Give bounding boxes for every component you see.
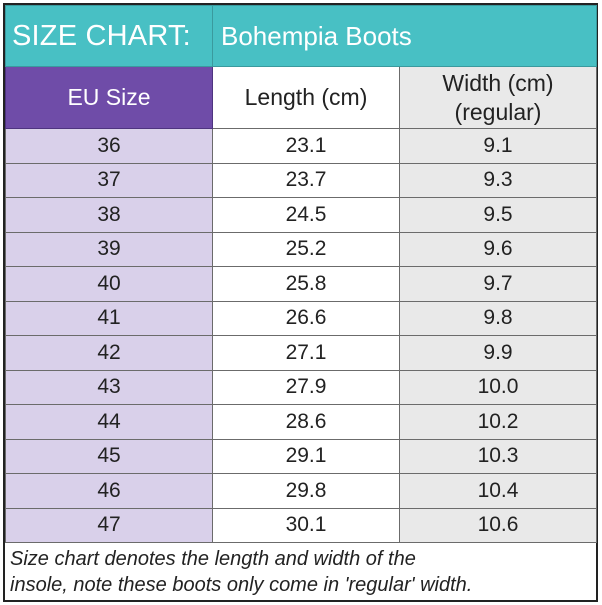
cell-eu-size: 38 [5, 197, 213, 233]
cell-width: 10.2 [398, 404, 598, 440]
cell-length: 30.1 [212, 507, 400, 543]
header-width: Width (cm) (regular) [398, 66, 598, 129]
table-row: 42 27.1 9.9 [5, 335, 598, 371]
cell-width: 9.3 [398, 162, 598, 198]
cell-length: 25.8 [212, 266, 400, 302]
size-chart: SIZE CHART: Bohempia Boots EU Size Lengt… [3, 3, 598, 602]
cell-eu-size: 42 [5, 335, 213, 371]
cell-length: 27.1 [212, 335, 400, 371]
table-row: 44 28.6 10.2 [5, 404, 598, 440]
cell-length: 23.7 [212, 162, 400, 198]
chart-title: SIZE CHART: [5, 5, 213, 67]
header-length: Length (cm) [212, 66, 400, 129]
cell-length: 25.2 [212, 231, 400, 267]
table-row: 45 29.1 10.3 [5, 438, 598, 474]
header-eu-size: EU Size [5, 66, 213, 129]
cell-width: 9.8 [398, 300, 598, 336]
table-row: 36 23.1 9.1 [5, 128, 598, 164]
cell-length: 29.1 [212, 438, 400, 474]
table-row: 46 29.8 10.4 [5, 473, 598, 509]
cell-length: 24.5 [212, 197, 400, 233]
brand-name: Bohempia Boots [211, 5, 598, 67]
cell-eu-size: 37 [5, 162, 213, 198]
header-width-fit: (regular) [454, 98, 542, 125]
cell-width: 10.4 [398, 473, 598, 509]
cell-eu-size: 40 [5, 266, 213, 302]
cell-width: 10.0 [398, 369, 598, 405]
table-row: 37 23.7 9.3 [5, 162, 598, 198]
cell-width: 9.9 [398, 335, 598, 371]
cell-eu-size: 36 [5, 128, 213, 164]
header-row: EU Size Length (cm) Width (cm) (regular) [5, 66, 598, 129]
cell-length: 26.6 [212, 300, 400, 336]
cell-length: 23.1 [212, 128, 400, 164]
cell-width: 10.3 [398, 438, 598, 474]
cell-width: 9.5 [398, 197, 598, 233]
cell-eu-size: 39 [5, 231, 213, 267]
footnote: Size chart denotes the length and width … [5, 543, 596, 598]
header-width-unit: Width (cm) [442, 69, 554, 96]
cell-eu-size: 47 [5, 507, 213, 543]
cell-width: 9.7 [398, 266, 598, 302]
cell-eu-size: 44 [5, 404, 213, 440]
table-row: 38 24.5 9.5 [5, 197, 598, 233]
cell-width: 10.6 [398, 507, 598, 543]
table-row: 39 25.2 9.6 [5, 231, 598, 267]
cell-eu-size: 46 [5, 473, 213, 509]
table-row: 47 30.1 10.6 [5, 507, 598, 543]
cell-eu-size: 41 [5, 300, 213, 336]
table-row: 41 26.6 9.8 [5, 300, 598, 336]
table-row: 43 27.9 10.0 [5, 369, 598, 405]
footnote-line-2: insole, note these boots only come in 'r… [10, 574, 473, 596]
size-table: SIZE CHART: Bohempia Boots EU Size Lengt… [5, 5, 598, 543]
cell-eu-size: 43 [5, 369, 213, 405]
cell-width: 9.6 [398, 231, 598, 267]
cell-eu-size: 45 [5, 438, 213, 474]
cell-length: 27.9 [212, 369, 400, 405]
cell-length: 28.6 [212, 404, 400, 440]
table-row: 40 25.8 9.7 [5, 266, 598, 302]
cell-length: 29.8 [212, 473, 400, 509]
footnote-line-1: Size chart denotes the length and width … [10, 548, 416, 570]
banner-row: SIZE CHART: Bohempia Boots [5, 5, 598, 67]
cell-width: 9.1 [398, 128, 598, 164]
